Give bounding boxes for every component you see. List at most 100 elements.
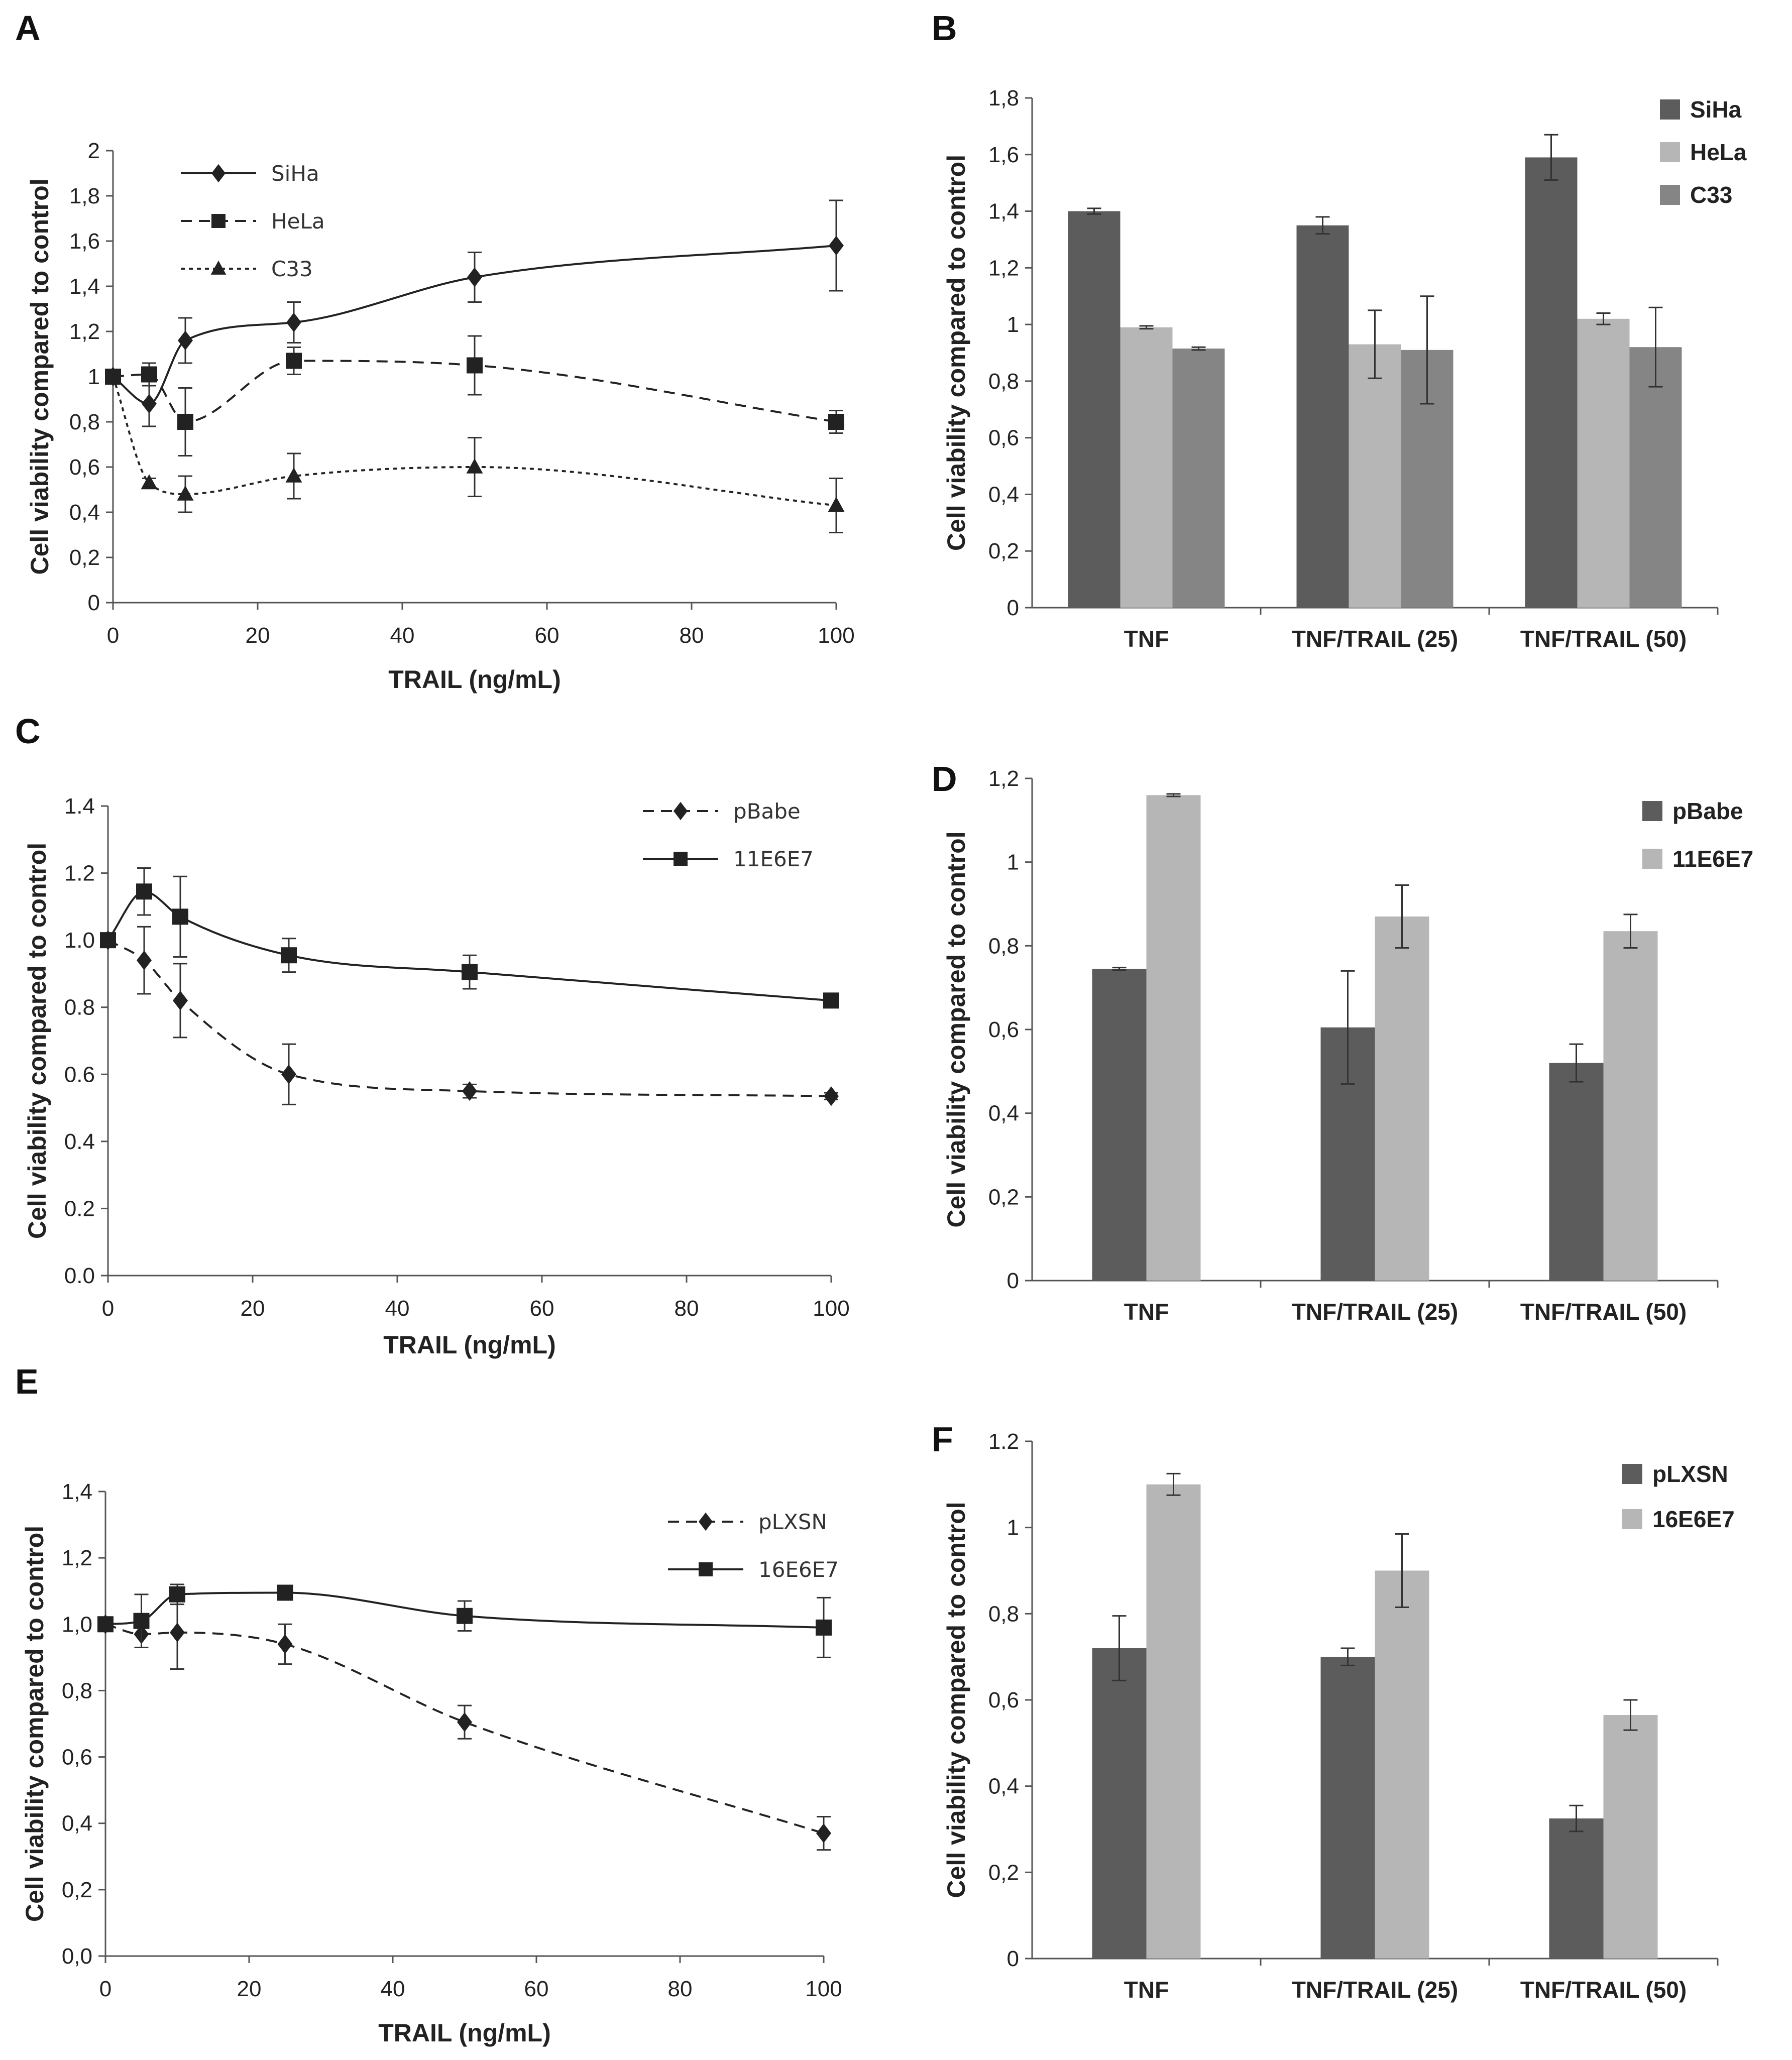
- legend-item-plxsn: pLXSN: [1622, 1461, 1728, 1487]
- legend-label: HeLa: [1690, 139, 1747, 165]
- y-tick-label: 0.0: [64, 1264, 95, 1288]
- category-label: TNF/TRAIL (25): [1292, 1299, 1458, 1325]
- category-label: TNF: [1124, 1299, 1169, 1325]
- legend-marker: [699, 1512, 713, 1531]
- bar-16e6e7: [1146, 1484, 1201, 1959]
- y-tick-label: 1,2: [62, 1546, 92, 1570]
- y-tick-label: 1.2: [988, 1429, 1019, 1454]
- legend-label: SiHa: [271, 161, 319, 186]
- bar-plxsn: [1549, 1818, 1604, 1959]
- category-label: TNF: [1124, 626, 1169, 652]
- legend-swatch: [1660, 142, 1680, 162]
- bar-hela: [1577, 318, 1630, 608]
- y-tick-label: 0,4: [988, 1774, 1019, 1799]
- y-axis-title: Cell viability compared to control: [942, 155, 970, 551]
- legend-label: pBabe: [1672, 798, 1743, 824]
- bar-plxsn: [1092, 1648, 1147, 1959]
- y-tick-label: 0,6: [988, 1017, 1019, 1042]
- series-16e6e7: [97, 1583, 832, 1658]
- y-tick-label: 1,4: [62, 1479, 92, 1504]
- data-point: [100, 932, 116, 949]
- legend-label: 11E6E7: [733, 847, 814, 871]
- data-point: [457, 1712, 472, 1732]
- x-tick-label: 60: [530, 1296, 554, 1321]
- legend-marker: [211, 164, 226, 183]
- y-tick-label: 0.6: [64, 1062, 95, 1087]
- bar-11e6e7: [1375, 917, 1429, 1281]
- series-line: [112, 376, 837, 507]
- data-point: [457, 1608, 473, 1624]
- legend-marker: [674, 852, 688, 866]
- x-tick-label: 100: [813, 1296, 849, 1321]
- panel-f: F 0 0,2 0,4 0,6 0,8 1 1.2 Cell viability compare…: [932, 1420, 1735, 2003]
- data-point: [467, 267, 482, 287]
- data-point: [462, 964, 478, 980]
- legend-label: SiHa: [1690, 96, 1742, 123]
- y-tick-label: 0,4: [988, 482, 1019, 507]
- x-tick-label: 40: [390, 623, 415, 648]
- data-point: [136, 883, 152, 900]
- legend-label: 16E6E7: [758, 1557, 839, 1582]
- y-tick-label: 0: [1007, 1269, 1019, 1293]
- x-axis-title: TRAIL (ng/mL): [388, 665, 561, 694]
- y-tick-label: 1,2: [69, 319, 100, 344]
- x-tick-label: 40: [385, 1296, 410, 1321]
- bar-pbabe: [1092, 969, 1147, 1281]
- y-tick-label: 1,8: [69, 184, 100, 208]
- y-tick-label: 0.8: [64, 995, 95, 1020]
- series-c33: [104, 368, 845, 533]
- y-tick-label: 1,4: [69, 274, 100, 299]
- panel-letter-c: C: [15, 712, 41, 751]
- series-line: [107, 939, 832, 1097]
- data-point: [141, 366, 157, 383]
- y-tick-label: 0,8: [988, 934, 1019, 958]
- series-plxsn: [98, 1595, 831, 1851]
- y-tick-label: 1: [1007, 850, 1019, 875]
- legend-label: pLXSN: [1652, 1461, 1728, 1487]
- panel-letter-a: A: [15, 9, 41, 48]
- bar-siha: [1068, 211, 1121, 608]
- y-tick-label: 0,2: [988, 539, 1019, 563]
- data-point: [823, 992, 839, 1009]
- data-point: [277, 1634, 293, 1654]
- y-axis-title: Cell viability compared to control: [942, 1502, 970, 1898]
- bar-siha: [1296, 225, 1349, 608]
- series-pbabe: [100, 926, 839, 1106]
- y-tick-label: 1,8: [988, 86, 1019, 110]
- y-tick-label: 0: [1007, 1947, 1019, 1971]
- y-tick-label: 1,4: [988, 199, 1019, 224]
- series-hela: [105, 335, 844, 456]
- data-point: [824, 1086, 839, 1106]
- legend-swatch: [1642, 801, 1662, 821]
- y-axis-title: Cell viability compared to control: [21, 1526, 49, 1922]
- legend-item-pbabe: pBabe: [1642, 798, 1743, 824]
- y-tick-label: 2: [88, 139, 100, 163]
- y-tick-label: 0,2: [988, 1860, 1019, 1885]
- data-point: [142, 394, 157, 414]
- y-tick-label: 1,6: [69, 229, 100, 254]
- panel-letter-d: D: [932, 759, 957, 798]
- x-tick-label: 80: [668, 1977, 693, 2001]
- legend-marker: [674, 802, 688, 821]
- y-tick-label: 0,8: [988, 1601, 1019, 1626]
- panel-letter-f: F: [932, 1420, 953, 1459]
- legend-swatch: [1660, 99, 1680, 120]
- y-tick-label: 1,2: [988, 766, 1019, 791]
- legend-label: 16E6E7: [1652, 1506, 1735, 1532]
- y-tick-label: 0,6: [69, 455, 100, 480]
- x-tick-label: 0: [107, 623, 119, 648]
- legend-item-siha: SiHa: [181, 161, 319, 186]
- data-point: [141, 474, 158, 490]
- legend-item-c33: C33: [1660, 182, 1732, 208]
- data-point: [285, 467, 302, 483]
- y-tick-label: 0.2: [64, 1196, 95, 1221]
- y-tick-label: 0,2: [988, 1185, 1019, 1209]
- series-line: [105, 1591, 824, 1629]
- y-tick-label: 1: [88, 365, 100, 389]
- x-tick-label: 80: [675, 1296, 699, 1321]
- x-tick-label: 80: [680, 623, 704, 648]
- legend-item-11e6e7: 11E6E7: [1642, 846, 1753, 872]
- data-point: [281, 947, 297, 964]
- data-point: [173, 990, 188, 1010]
- series-line: [105, 1623, 824, 1835]
